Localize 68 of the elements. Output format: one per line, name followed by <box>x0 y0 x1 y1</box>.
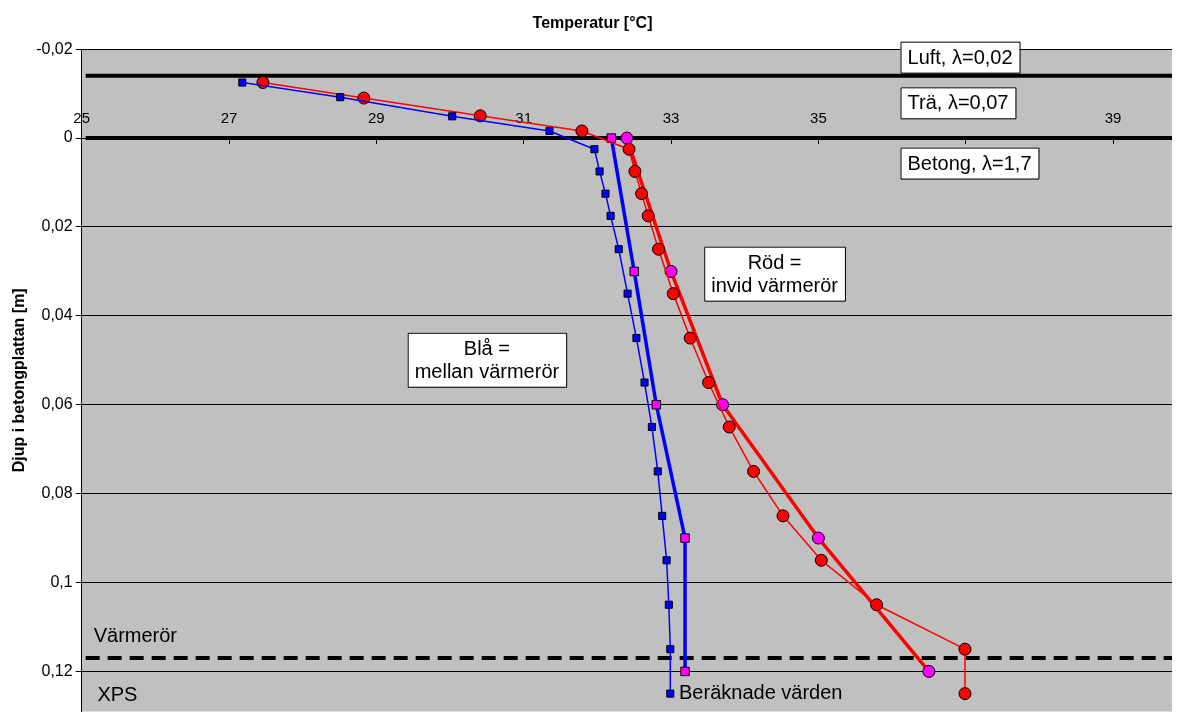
series-label: Beräknade värden <box>679 680 843 703</box>
x-axis-title: Temperatur [°C] <box>532 14 653 32</box>
x-tick-label: 33 <box>662 109 680 127</box>
ref-line-label: Värmerör <box>93 623 178 646</box>
x-tick-label: 35 <box>810 109 827 127</box>
y-tick-label: 0 <box>63 128 73 146</box>
annotation: Betong, λ=1,7 <box>907 151 1032 174</box>
point <box>666 645 675 654</box>
y-tick-label: 0,1 <box>50 572 73 590</box>
point <box>575 124 589 138</box>
x-tick-label: 27 <box>220 109 238 127</box>
y-tick-label: -0,02 <box>36 39 73 57</box>
point <box>647 422 656 431</box>
point <box>606 133 617 143</box>
point <box>606 211 615 220</box>
annotation: Trä, λ=0,07 <box>907 91 1009 114</box>
point <box>776 509 790 523</box>
point <box>658 511 667 520</box>
point <box>683 331 697 345</box>
point <box>614 245 623 254</box>
annotation: Blå = mellan värmerör <box>414 336 560 382</box>
point <box>870 598 884 612</box>
point <box>641 209 655 223</box>
point <box>628 164 642 178</box>
point <box>473 109 487 123</box>
annotation: Luft, λ=0,02 <box>907 45 1013 68</box>
y-tick-label: 0,04 <box>41 306 73 324</box>
point <box>623 289 632 298</box>
point <box>238 78 247 87</box>
point <box>336 93 345 102</box>
point <box>922 664 936 678</box>
y-tick-label: 0,06 <box>41 395 73 413</box>
y-tick-label: 0,12 <box>41 661 73 679</box>
point <box>747 464 761 478</box>
point <box>590 145 599 154</box>
y-tick-label: 0,02 <box>41 217 73 235</box>
y-tick-label: 0,08 <box>41 484 73 502</box>
point <box>620 131 634 145</box>
point <box>680 533 690 543</box>
point <box>622 142 636 156</box>
point <box>662 556 671 565</box>
point <box>664 264 678 278</box>
point <box>664 600 673 609</box>
point <box>629 266 639 277</box>
point <box>722 420 736 434</box>
point <box>632 334 641 343</box>
point <box>595 167 604 176</box>
x-tick-label: 39 <box>1104 109 1122 127</box>
point <box>652 242 666 256</box>
point <box>651 400 662 410</box>
point <box>958 687 972 701</box>
point <box>601 189 610 198</box>
y-axis-title: Djup i betongplattan [m] <box>10 288 28 473</box>
point <box>448 112 457 121</box>
point <box>666 689 675 698</box>
annotation: XPS <box>97 683 138 706</box>
point <box>653 467 662 476</box>
x-tick-label: 29 <box>368 109 385 127</box>
point <box>640 378 649 387</box>
annotation: Röd = invid värmerör <box>711 250 839 296</box>
point <box>680 666 690 677</box>
point <box>811 531 825 545</box>
point <box>545 126 554 136</box>
point <box>666 287 680 301</box>
point <box>958 642 972 656</box>
point <box>635 187 649 201</box>
point <box>814 553 828 567</box>
point <box>702 376 716 390</box>
